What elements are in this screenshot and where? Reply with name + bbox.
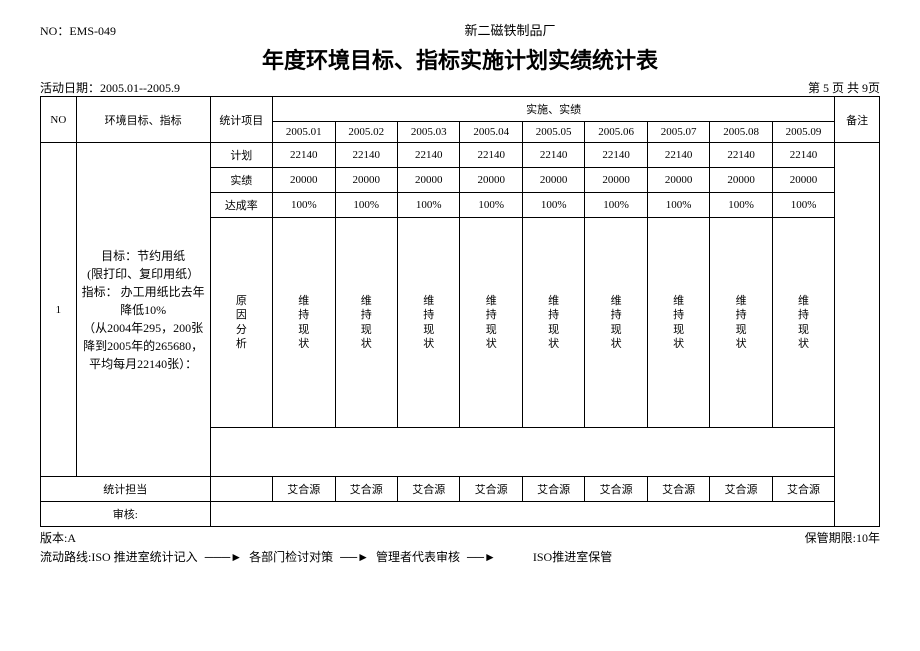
th-stat-item: 统计项目 (210, 97, 272, 143)
cell-plan: 22140 (772, 143, 834, 168)
th-target: 环境目标、指标 (76, 97, 210, 143)
cell-blank (210, 477, 272, 502)
th-month: 2005.06 (585, 122, 647, 143)
cell-reviewer-blank (210, 502, 835, 527)
company-name: 新二磁铁制品厂 (340, 20, 680, 39)
cell-statistician: 艾合源 (397, 477, 459, 502)
row-label-statistician: 统计担当 (41, 477, 211, 502)
arrow-icon: ───► (205, 550, 242, 565)
blank-row (210, 428, 835, 477)
cell-cause: 维持现状 (710, 218, 772, 428)
cell-statistician: 艾合源 (710, 477, 772, 502)
cell-actual: 20000 (460, 168, 522, 193)
cell-cause: 维持现状 (397, 218, 459, 428)
cell-statistician: 艾合源 (772, 477, 834, 502)
cell-cause: 维持现状 (585, 218, 647, 428)
cell-actual: 20000 (710, 168, 772, 193)
cell-cause: 维持现状 (772, 218, 834, 428)
cell-rate: 100% (647, 193, 709, 218)
activity-value: 2005.01--2005.9 (100, 81, 180, 95)
th-note: 备注 (835, 97, 880, 143)
th-month: 2005.09 (772, 122, 834, 143)
cell-plan: 22140 (710, 143, 772, 168)
activity-label: 活动日期： (40, 81, 100, 95)
th-month: 2005.03 (397, 122, 459, 143)
cell-actual: 20000 (585, 168, 647, 193)
cell-plan: 22140 (522, 143, 584, 168)
cell-rate: 100% (335, 193, 397, 218)
cell-rate: 100% (710, 193, 772, 218)
th-month: 2005.04 (460, 122, 522, 143)
th-month: 2005.08 (710, 122, 772, 143)
cell-cause: 维持现状 (335, 218, 397, 428)
page-indicator: 第 5 页 共 9页 (808, 79, 880, 96)
activity-period: 活动日期：2005.01--2005.9 (40, 79, 180, 96)
cell-rate: 100% (460, 193, 522, 218)
cell-plan: 22140 (335, 143, 397, 168)
th-month: 2005.01 (273, 122, 335, 143)
doc-no-label: NO： (40, 24, 69, 38)
cell-cause: 维持现状 (460, 218, 522, 428)
arrow-icon: ──► (340, 550, 369, 565)
cell-statistician: 艾合源 (647, 477, 709, 502)
cell-actual: 20000 (522, 168, 584, 193)
cell-rate: 100% (273, 193, 335, 218)
flow-step: 各部门检讨对策 (249, 550, 333, 564)
flow-label: 流动路线: (40, 550, 91, 564)
retain-period: 保管期限:10年 (805, 529, 880, 546)
flow-step: ISO 推进室统计记入 (91, 550, 197, 564)
cell-statistician: 艾合源 (460, 477, 522, 502)
cell-actual: 20000 (772, 168, 834, 193)
row-label-reviewer: 审核: (41, 502, 211, 527)
cell-actual: 20000 (335, 168, 397, 193)
doc-number: NO：EMS-049 (40, 22, 340, 39)
th-month: 2005.07 (647, 122, 709, 143)
cell-statistician: 艾合源 (585, 477, 647, 502)
th-month: 2005.02 (335, 122, 397, 143)
cell-actual: 20000 (273, 168, 335, 193)
flow-step: 管理者代表审核 (376, 550, 460, 564)
cell-plan: 22140 (585, 143, 647, 168)
cell-rate: 100% (772, 193, 834, 218)
th-no: NO (41, 97, 77, 143)
cell-statistician: 艾合源 (522, 477, 584, 502)
row-label-plan: 计划 (210, 143, 272, 168)
doc-no-value: EMS-049 (69, 24, 116, 38)
cell-plan: 22140 (397, 143, 459, 168)
cell-statistician: 艾合源 (335, 477, 397, 502)
cell-cause: 维持现状 (273, 218, 335, 428)
page-title: 年度环境目标、指标实施计划实绩统计表 (40, 43, 880, 75)
cell-plan: 22140 (460, 143, 522, 168)
flow-step: ISO推进室保管 (533, 550, 612, 564)
cell-plan: 22140 (273, 143, 335, 168)
row-label-actual: 实绩 (210, 168, 272, 193)
cell-actual: 20000 (397, 168, 459, 193)
cell-no: 1 (41, 143, 77, 477)
cell-actual: 20000 (647, 168, 709, 193)
cell-statistician: 艾合源 (273, 477, 335, 502)
flow-route: 流动路线:ISO 推进室统计记入 ───► 各部门检讨对策 ──► 管理者代表审… (40, 548, 880, 565)
cell-cause: 维持现状 (522, 218, 584, 428)
cell-target-desc: 目标：节约用纸(限打印、复印用纸）指标： 办工用纸比去年降低10%（从2004年… (76, 143, 210, 477)
stats-table: NO 环境目标、指标 统计项目 实施、实绩 备注 2005.01 2005.02… (40, 96, 880, 527)
arrow-icon: ──► (467, 550, 496, 565)
cell-cause: 维持现状 (647, 218, 709, 428)
cell-rate: 100% (585, 193, 647, 218)
row-label-rate: 达成率 (210, 193, 272, 218)
th-impl: 实施、实绩 (273, 97, 835, 122)
cell-note (835, 143, 880, 527)
row-label-cause: 原因分析 (210, 218, 272, 428)
version: 版本:A (40, 529, 76, 546)
cell-rate: 100% (397, 193, 459, 218)
th-month: 2005.05 (522, 122, 584, 143)
cell-rate: 100% (522, 193, 584, 218)
cell-plan: 22140 (647, 143, 709, 168)
